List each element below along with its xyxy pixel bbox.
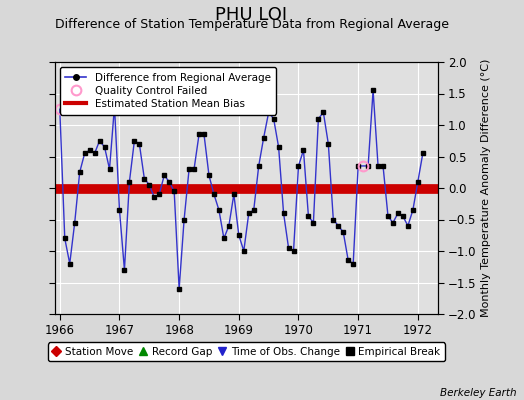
- Text: Berkeley Earth: Berkeley Earth: [440, 388, 516, 398]
- Y-axis label: Monthly Temperature Anomaly Difference (°C): Monthly Temperature Anomaly Difference (…: [481, 59, 490, 317]
- Text: Difference of Station Temperature Data from Regional Average: Difference of Station Temperature Data f…: [54, 18, 449, 31]
- Legend: Station Move, Record Gap, Time of Obs. Change, Empirical Break: Station Move, Record Gap, Time of Obs. C…: [48, 342, 445, 361]
- Text: PHU LOI: PHU LOI: [215, 6, 288, 24]
- Legend: Difference from Regional Average, Quality Control Failed, Estimated Station Mean: Difference from Regional Average, Qualit…: [60, 67, 276, 114]
